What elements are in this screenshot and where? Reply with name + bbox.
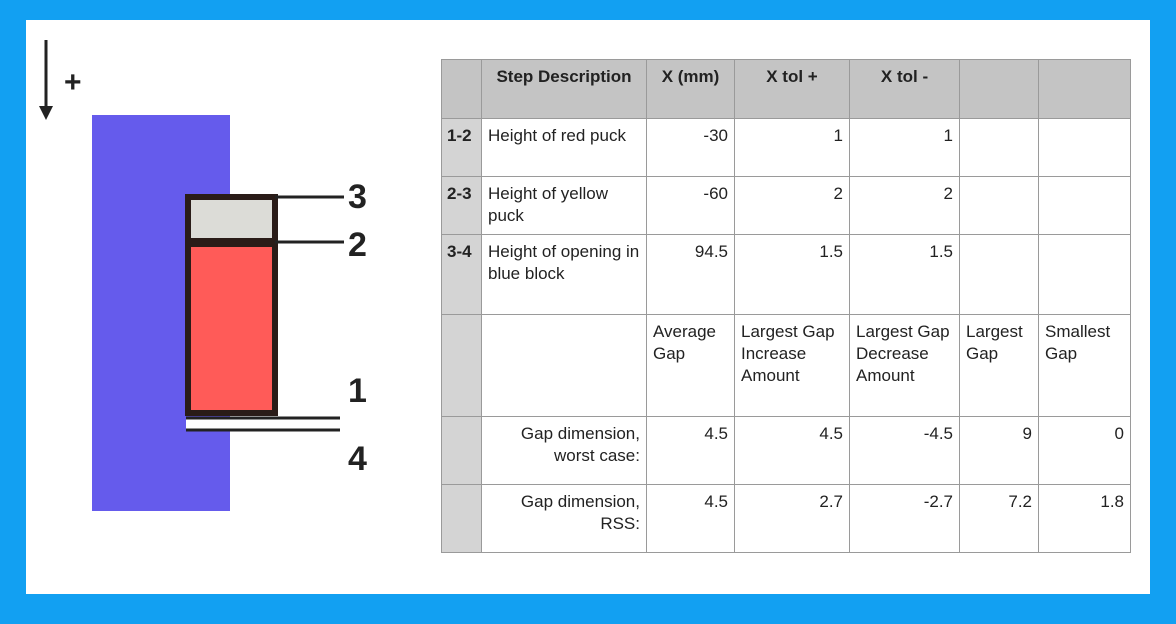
- tol-plus-cell: 2: [734, 176, 850, 235]
- result-row: Gap dimension, worst case: 4.5 4.5 -4.5 …: [441, 416, 1131, 485]
- result-header-cell: Average Gap: [646, 314, 735, 417]
- red-puck: [185, 241, 278, 416]
- point-label-4: 4: [348, 440, 367, 478]
- step-cell: [441, 416, 482, 485]
- result-value-cell: -2.7: [849, 484, 960, 553]
- stack-diagram-svg: [39, 40, 344, 511]
- result-value-cell: 4.5: [734, 416, 850, 485]
- result-value-cell: 4.5: [646, 484, 735, 553]
- step-cell: [441, 314, 482, 417]
- empty-cell: [1038, 118, 1131, 177]
- result-row: Gap dimension, RSS: 4.5 2.7 -2.7 7.2 1.8: [441, 484, 1131, 553]
- figure-frame: + 3 2 1 4 Step Description X (mm) X tol …: [26, 20, 1150, 594]
- table-row: 3-4 Height of opening in blue block 94.5…: [441, 234, 1131, 315]
- result-header-cell: Largest Gap: [959, 314, 1039, 417]
- result-header-cell: Largest Gap Increase Amount: [734, 314, 850, 417]
- result-value-cell: 1.8: [1038, 484, 1131, 553]
- header-cell: [441, 59, 482, 119]
- empty-cell: [959, 176, 1039, 235]
- header-cell: X tol +: [734, 59, 850, 119]
- table-header-row: Step Description X (mm) X tol + X tol -: [441, 59, 1131, 119]
- point-label-3: 3: [348, 178, 367, 216]
- description-cell: Height of yellow puck: [481, 176, 647, 235]
- tol-minus-cell: 1: [849, 118, 960, 177]
- point-label-2: 2: [348, 226, 367, 264]
- description-cell: Height of opening in blue block: [481, 234, 647, 315]
- result-value-cell: 0: [1038, 416, 1131, 485]
- header-cell: [959, 59, 1039, 119]
- point-label-1: 1: [348, 372, 367, 410]
- header-cell: [1038, 59, 1131, 119]
- step-cell: 1-2: [441, 118, 482, 177]
- step-cell: 2-3: [441, 176, 482, 235]
- description-cell: Height of red puck: [481, 118, 647, 177]
- x-cell: -60: [646, 176, 735, 235]
- step-cell: [441, 484, 482, 553]
- empty-cell: [1038, 234, 1131, 315]
- result-value-cell: -4.5: [849, 416, 960, 485]
- result-value-cell: 9: [959, 416, 1039, 485]
- direction-arrow-icon: [39, 40, 53, 120]
- tolerance-table: Step Description X (mm) X tol + X tol - …: [441, 59, 1131, 553]
- result-header-cell: Smallest Gap: [1038, 314, 1131, 417]
- table-row: 1-2 Height of red puck -30 1 1: [441, 118, 1131, 177]
- opening-gap: [186, 418, 230, 430]
- x-cell: 94.5: [646, 234, 735, 315]
- result-value-cell: 2.7: [734, 484, 850, 553]
- tol-minus-cell: 2: [849, 176, 960, 235]
- tol-plus-cell: 1: [734, 118, 850, 177]
- empty-cell: [959, 234, 1039, 315]
- result-label-cell: Gap dimension, RSS:: [481, 484, 647, 553]
- header-cell: Step Description: [481, 59, 647, 119]
- header-cell: X (mm): [646, 59, 735, 119]
- tol-plus-cell: 1.5: [734, 234, 850, 315]
- empty-cell: [959, 118, 1039, 177]
- x-cell: -30: [646, 118, 735, 177]
- empty-cell: [1038, 176, 1131, 235]
- result-label-cell: Gap dimension, worst case:: [481, 416, 647, 485]
- yellow-puck: [185, 194, 278, 244]
- result-value-cell: 7.2: [959, 484, 1039, 553]
- direction-plus-label: +: [64, 66, 82, 99]
- tol-minus-cell: 1.5: [849, 234, 960, 315]
- result-value-cell: 4.5: [646, 416, 735, 485]
- header-cell: X tol -: [849, 59, 960, 119]
- table-row: 2-3 Height of yellow puck -60 2 2: [441, 176, 1131, 235]
- result-header-row: Average Gap Largest Gap Increase Amount …: [441, 314, 1131, 417]
- stack-diagram: + 3 2 1 4: [26, 20, 426, 594]
- step-cell: 3-4: [441, 234, 482, 315]
- result-header-cell: Largest Gap Decrease Amount: [849, 314, 960, 417]
- empty-cell: [481, 314, 647, 417]
